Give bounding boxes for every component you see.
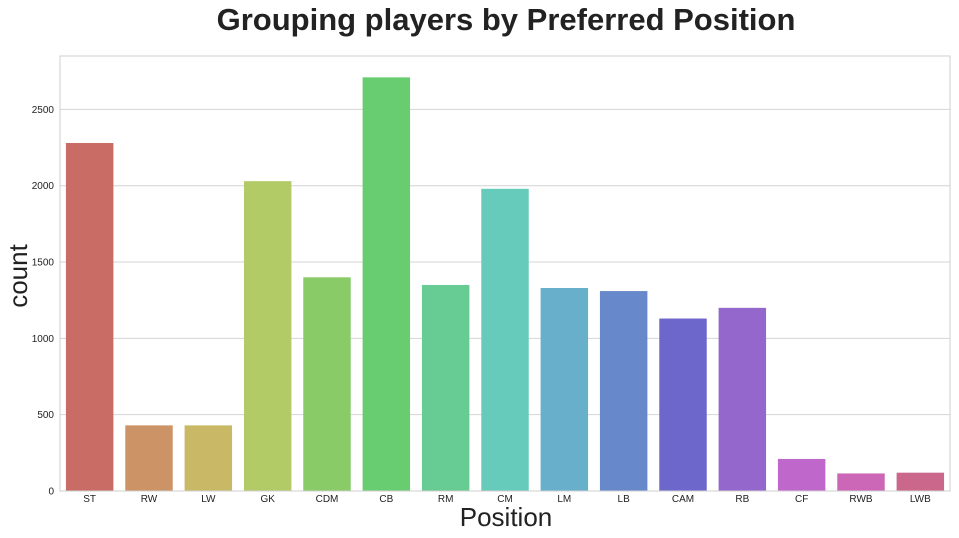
x-tick-label: LW <box>201 494 216 505</box>
bars <box>65 77 945 492</box>
y-tick-label: 1000 <box>32 334 55 345</box>
x-tick-label: LWB <box>910 494 931 505</box>
bar-cb <box>362 77 411 492</box>
x-tick-label: LM <box>557 494 571 505</box>
chart-title: Grouping players by Preferred Position <box>217 2 796 37</box>
x-tick-label: CB <box>379 494 393 505</box>
x-tick-label: ST <box>83 494 96 505</box>
bar-lwb <box>896 472 945 491</box>
x-tick-label: RW <box>141 494 158 505</box>
x-tick-label: RWB <box>849 494 872 505</box>
x-tick-label: GK <box>260 494 275 505</box>
y-tick-label: 0 <box>48 487 54 498</box>
x-tick-label: CDM <box>316 494 339 505</box>
y-axis-label: count <box>3 243 33 307</box>
bar-cdm <box>303 277 351 491</box>
bar-rwb <box>837 473 885 491</box>
bar-st <box>65 143 114 491</box>
bar-cf <box>777 458 826 491</box>
bar-gk <box>243 181 292 491</box>
x-tick-label: RB <box>735 494 749 505</box>
x-axis-ticks: ST RW LW GK CDM CB RM CM LM LB CAM RB CF RWB LWB <box>83 494 931 505</box>
bar-lw <box>184 425 233 491</box>
y-tick-label: 1500 <box>32 258 55 269</box>
bar-rm <box>421 284 470 491</box>
bar-rb <box>718 307 767 491</box>
bar-cm <box>481 188 529 491</box>
bar-lb <box>599 291 648 491</box>
x-tick-label: CF <box>795 494 808 505</box>
y-axis-ticks: 0 500 1000 1500 2000 2500 <box>32 105 55 498</box>
y-tick-label: 2000 <box>32 181 55 192</box>
y-tick-label: 500 <box>37 410 54 421</box>
x-tick-label: CM <box>497 494 513 505</box>
plot-frame <box>59 55 951 492</box>
bar-lm <box>540 288 589 491</box>
x-tick-label: LB <box>618 494 631 505</box>
x-tick-label: RM <box>438 494 454 505</box>
x-axis-label: Position <box>460 502 553 532</box>
bar-cam <box>659 318 707 491</box>
bar-rw <box>125 425 173 491</box>
x-tick-label: CAM <box>672 494 694 505</box>
y-tick-label: 2500 <box>32 105 55 116</box>
